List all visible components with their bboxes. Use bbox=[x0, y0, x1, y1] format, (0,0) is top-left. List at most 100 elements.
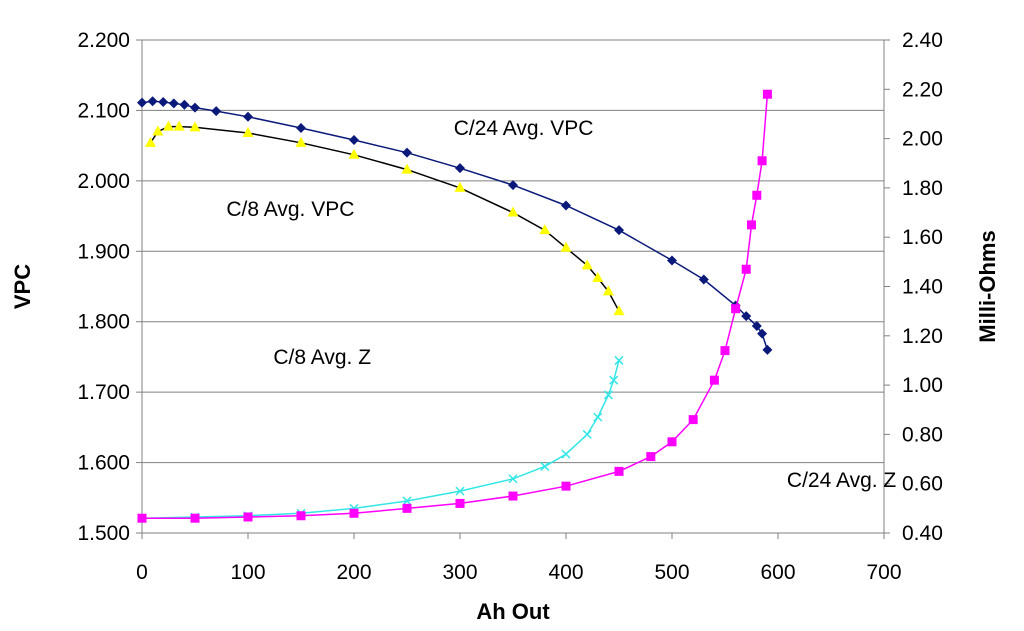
data-point bbox=[455, 163, 465, 174]
data-point bbox=[614, 355, 624, 365]
y-tick-label: 1.700 bbox=[77, 381, 130, 404]
y2-tick-label: 2.20 bbox=[902, 78, 943, 101]
y-tick-label: 1.900 bbox=[77, 240, 130, 263]
y2-tick-label: 2.00 bbox=[902, 128, 943, 151]
data-point bbox=[646, 452, 656, 462]
y2-tick-label: 1.40 bbox=[902, 276, 943, 299]
data-point bbox=[747, 220, 756, 230]
data-point bbox=[592, 272, 604, 283]
y2-tick-label: 0.80 bbox=[902, 423, 943, 446]
data-point bbox=[561, 481, 571, 491]
data-point bbox=[296, 123, 306, 134]
data-point bbox=[173, 120, 185, 131]
gridlines bbox=[142, 109, 884, 464]
data-point bbox=[147, 96, 158, 107]
data-point bbox=[402, 496, 412, 506]
data-point bbox=[613, 305, 625, 316]
data-point bbox=[614, 466, 624, 476]
data-point bbox=[137, 513, 147, 523]
y-tick-label: 1.500 bbox=[77, 522, 130, 545]
data-point bbox=[243, 111, 253, 122]
x-tick-label: 0 bbox=[136, 561, 148, 584]
x-tick-label: 300 bbox=[442, 561, 477, 584]
y-axis-ticks: 1.500 1.600 1.700 1.800 1.900 2.000 2.100 2.200 bbox=[77, 29, 142, 545]
data-point bbox=[242, 126, 254, 137]
annotation-label: C/24 Avg. Z bbox=[787, 469, 897, 492]
data-point bbox=[741, 264, 751, 274]
y-tick-label: 2.200 bbox=[77, 29, 130, 52]
data-point bbox=[752, 190, 762, 200]
data-point bbox=[762, 89, 772, 99]
data-point bbox=[402, 147, 412, 158]
y-tick-label: 2.100 bbox=[77, 99, 130, 122]
x-tick-label: 100 bbox=[230, 561, 265, 584]
data-point bbox=[751, 320, 762, 331]
y2-tick-label: 1.60 bbox=[902, 226, 943, 249]
y2-tick-label: 2.40 bbox=[902, 29, 943, 52]
data-point bbox=[144, 136, 156, 147]
data-point bbox=[560, 241, 572, 252]
x-axis-ticks: 0 100 200 300 400 500 600 700 bbox=[136, 533, 902, 584]
data-point bbox=[508, 474, 518, 484]
series-line bbox=[141, 360, 620, 519]
data-point bbox=[731, 304, 741, 314]
data-point bbox=[168, 98, 179, 109]
x-tick-label: 700 bbox=[866, 561, 901, 584]
data-point bbox=[609, 375, 619, 385]
y-tick-label: 1.600 bbox=[77, 452, 130, 475]
annotation-label: C/24 Avg. VPC bbox=[454, 117, 594, 140]
data-point bbox=[401, 163, 413, 174]
data-point bbox=[508, 180, 518, 191]
plot-area-frame bbox=[141, 39, 885, 534]
data-point bbox=[190, 102, 200, 113]
data-point bbox=[158, 96, 169, 107]
data-point bbox=[667, 255, 677, 266]
data-point bbox=[581, 259, 593, 270]
y2-tick-label: 1.00 bbox=[902, 374, 943, 397]
data-point bbox=[688, 415, 698, 425]
data-point bbox=[243, 512, 253, 522]
data-point bbox=[603, 390, 613, 400]
x-tick-label: 500 bbox=[654, 561, 689, 584]
y-axis-title: VPC bbox=[10, 264, 35, 309]
data-point bbox=[540, 461, 550, 471]
data-point bbox=[296, 511, 306, 521]
series-line bbox=[142, 94, 769, 519]
series-line bbox=[141, 100, 769, 351]
y2-axis-ticks: 0.40 0.60 0.80 1.00 1.20 1.40 1.60 1.80 2.00 2.20… bbox=[884, 29, 943, 545]
data-point bbox=[190, 513, 200, 523]
data-point bbox=[720, 346, 730, 356]
data-point bbox=[211, 106, 222, 117]
data-point bbox=[402, 503, 412, 513]
y2-tick-label: 1.20 bbox=[902, 325, 943, 348]
data-point bbox=[614, 225, 624, 236]
data-point bbox=[561, 449, 571, 459]
data-point bbox=[582, 429, 592, 439]
series-line bbox=[149, 125, 620, 312]
data-point bbox=[539, 224, 551, 235]
data-point bbox=[757, 156, 767, 166]
data-point bbox=[455, 486, 465, 496]
annotations: C/24 Avg. VPC C/8 Avg. VPC C/8 Avg. Z C/24 … bbox=[226, 117, 896, 492]
y-tick-label: 1.800 bbox=[77, 311, 130, 334]
y2-tick-label: 1.80 bbox=[902, 177, 943, 200]
data-point bbox=[667, 437, 677, 447]
data-point bbox=[602, 285, 614, 296]
data-point bbox=[507, 206, 519, 217]
data-point bbox=[741, 311, 752, 322]
y2-tick-label: 0.60 bbox=[902, 473, 943, 496]
x-tick-label: 600 bbox=[760, 561, 795, 584]
data-point bbox=[455, 498, 465, 508]
data-point bbox=[508, 491, 518, 501]
annotation-label: C/8 Avg. VPC bbox=[226, 198, 354, 221]
data-point bbox=[137, 97, 147, 108]
data-point bbox=[189, 121, 201, 132]
data-point bbox=[709, 375, 719, 385]
data-point bbox=[698, 274, 709, 285]
data-point bbox=[349, 135, 359, 146]
data-point bbox=[163, 120, 174, 131]
data-point bbox=[454, 181, 466, 192]
data-point bbox=[348, 148, 360, 159]
x-tick-label: 400 bbox=[548, 561, 583, 584]
